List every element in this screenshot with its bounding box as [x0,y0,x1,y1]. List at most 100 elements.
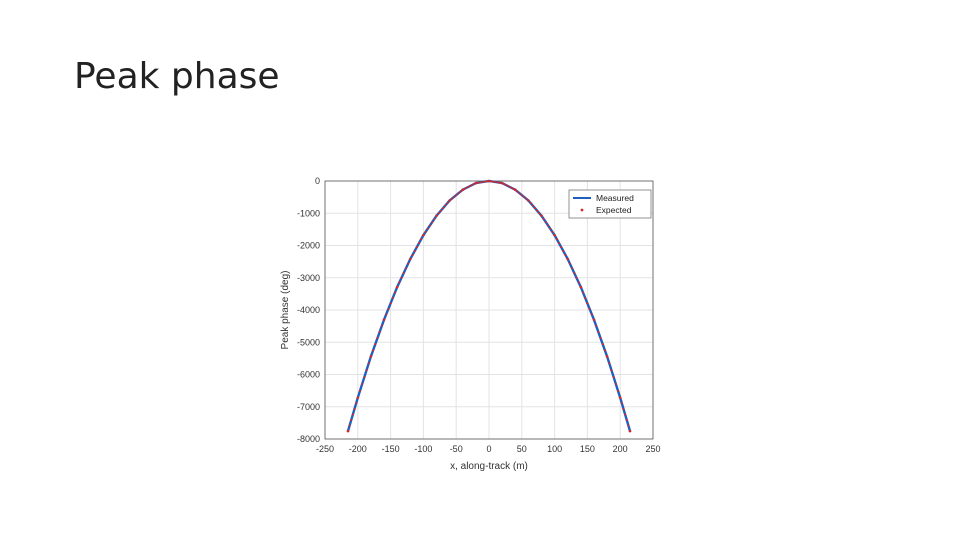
y-tick-label: -1000 [297,208,320,218]
series-expected-point [509,186,512,189]
series-expected-point [522,195,525,198]
series-expected-point [628,429,632,433]
series-expected-point [382,318,386,321]
series-expected-point [494,181,497,184]
series-expected-point [372,349,375,352]
series-expected-point [584,296,587,299]
series-expected-point [472,183,475,186]
chart-container: -250 -200 -150 -100 -50 0 50 100 150 200 250 0 -1000… [270,165,670,480]
series-expected-point [520,194,523,197]
series-expected-point [518,192,521,195]
series-expected-point [413,250,416,253]
series-expected-point [400,276,403,279]
series-expected-point [346,429,350,433]
series-expected-point [415,246,418,249]
series-expected-point [444,204,447,207]
series-expected-point [468,185,471,188]
series-expected-point [529,202,532,205]
legend-expected-swatch [580,208,584,212]
series-expected-point [453,195,456,198]
series-expected-point [507,185,510,188]
series-expected-point [492,180,495,183]
series-expected-point [577,281,580,284]
series-expected-point [483,180,486,183]
series-expected-point [376,337,379,340]
series-expected-point [455,194,458,197]
series-expected-point [393,291,396,294]
series-expected-point [533,207,536,210]
series-expected-point [496,181,499,184]
series-expected-point [590,313,593,316]
series-expected-point [560,246,563,249]
series-expected-point [551,230,554,233]
series-expected-point [595,324,598,327]
series-expected-point [358,389,361,392]
legend-expected-label: Expected [596,205,632,215]
series-expected-point [369,355,373,358]
series-expected-point [553,233,556,237]
series-expected-point [461,188,465,192]
series-expected-point [505,184,508,187]
series-expected-point [603,349,606,352]
x-tick-label: 150 [580,444,595,454]
series-expected-point [564,254,567,257]
y-tick-label: -2000 [297,241,320,251]
x-tick-label: -50 [450,444,463,454]
series-expected-point [422,233,425,237]
y-tick-label: -7000 [297,402,320,412]
series-expected-point [555,238,558,241]
series-expected-point [479,181,482,184]
slide-title: Peak phase [74,56,280,97]
series-expected-point [605,355,609,358]
y-tick-label: -3000 [297,273,320,283]
series-expected-point [424,230,427,233]
series-expected-point [431,221,434,224]
series-expected-point [374,343,377,346]
series-expected-point [573,272,576,275]
series-expected-point [437,212,440,215]
grid [324,180,654,440]
series-expected-point [542,217,545,220]
series-expected-point [485,180,488,183]
series-expected-point [531,204,534,207]
series-expected-point [446,202,449,205]
series [346,179,632,433]
x-tick-label: -100 [414,444,432,454]
series-expected-point [363,376,366,379]
series-expected-point [582,291,585,294]
series-expected-point [597,330,600,333]
series-expected-point [617,389,620,392]
series-expected-point [592,318,596,321]
series-expected-point [474,181,478,185]
series-expected-point [380,324,383,327]
series-expected-point [512,187,515,190]
series-expected-point [566,257,570,261]
x-tick-label: 250 [645,444,660,454]
series-expected-point [367,362,370,365]
series-expected-point [391,296,394,299]
y-tick-label: -6000 [297,370,320,380]
series-expected-point [387,307,390,310]
x-tick-label: 50 [517,444,527,454]
series-expected-point [540,214,543,217]
series-expected-point [610,369,613,372]
series-expected-point [487,179,491,183]
series-expected-point [351,413,354,416]
series-expected-point [601,343,604,346]
series-expected-point [459,190,462,193]
series-expected-point [457,192,460,195]
series-expected-point [407,262,410,265]
x-axis-label: x, along-track (m) [450,461,528,472]
series-expected-point [571,267,574,270]
series-expected-point [612,376,615,379]
series-expected-point [599,337,602,340]
series-expected-point [356,396,360,400]
series-expected-point [624,413,627,416]
series-expected-point [562,250,565,253]
series-expected-point [627,424,630,427]
series-expected-point [481,181,484,184]
series-expected-point [588,307,591,310]
series-expected-point [408,257,412,261]
series-expected-point [575,276,578,279]
series-expected-point [428,224,431,227]
